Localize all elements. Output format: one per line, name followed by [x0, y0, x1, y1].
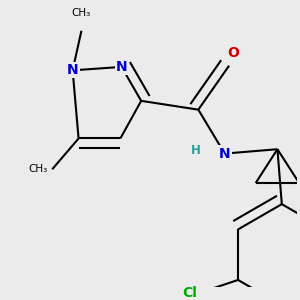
Text: H: H — [191, 144, 201, 157]
Text: Cl: Cl — [182, 286, 197, 300]
Text: CH₃: CH₃ — [28, 164, 48, 174]
Text: N: N — [219, 147, 230, 160]
Text: N: N — [116, 60, 127, 74]
Text: CH₃: CH₃ — [72, 8, 91, 18]
Text: O: O — [227, 46, 239, 59]
Text: N: N — [67, 63, 78, 77]
